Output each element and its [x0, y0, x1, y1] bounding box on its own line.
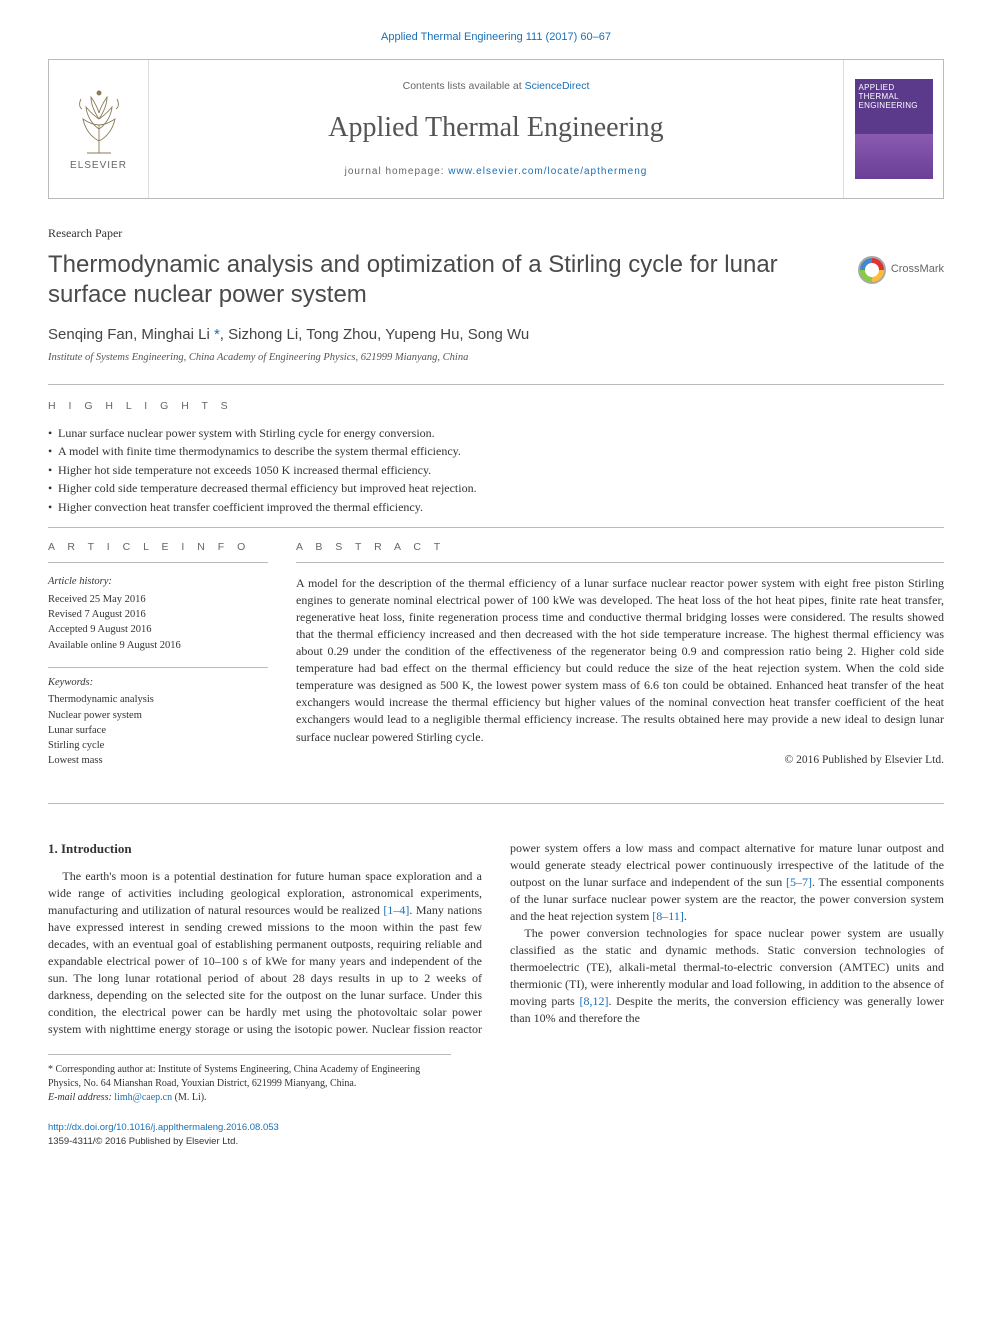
- article-type: Research Paper: [48, 225, 944, 242]
- keyword: Stirling cycle: [48, 738, 268, 753]
- abstract-copyright: © 2016 Published by Elsevier Ltd.: [296, 752, 944, 768]
- history-label: Article history:: [48, 575, 268, 590]
- authors-rest: , Sizhong Li, Tong Zhou, Yupeng Hu, Song…: [220, 326, 529, 343]
- section-title: 1. Introduction: [48, 840, 482, 858]
- masthead-center: Contents lists available at ScienceDirec…: [149, 60, 843, 198]
- sciencedirect-link[interactable]: ScienceDirect: [525, 80, 590, 92]
- publisher-label: ELSEVIER: [70, 159, 127, 173]
- history-received: Received 25 May 2016: [48, 592, 268, 607]
- reference-link[interactable]: [8,12]: [579, 994, 608, 1008]
- article-info-column: A R T I C L E I N F O Article history: R…: [48, 540, 268, 783]
- abstract-column: A B S T R A C T A model for the descript…: [296, 540, 944, 783]
- abstract-text: A model for the description of the therm…: [296, 575, 944, 745]
- affiliation: Institute of Systems Engineering, China …: [48, 351, 944, 366]
- body-text: .: [684, 909, 687, 923]
- contents-available-line: Contents lists available at ScienceDirec…: [403, 79, 590, 94]
- journal-homepage-line: journal homepage: www.elsevier.com/locat…: [345, 165, 648, 179]
- divider: [48, 527, 944, 528]
- page-footer: http://dx.doi.org/10.1016/j.applthermale…: [48, 1121, 944, 1148]
- highlight-item: Higher convection heat transfer coeffici…: [48, 498, 944, 517]
- email-line: E-mail address: limh@caep.cn (M. Li).: [48, 1091, 451, 1105]
- keywords-block: Keywords: Thermodynamic analysis Nuclear…: [48, 676, 268, 769]
- divider: [48, 803, 944, 804]
- divider: [48, 667, 268, 668]
- highlight-item: Higher cold side temperature decreased t…: [48, 479, 944, 498]
- reference-link[interactable]: [5–7]: [786, 875, 812, 889]
- article-info-label: A R T I C L E I N F O: [48, 540, 268, 564]
- article-title: Thermodynamic analysis and optimization …: [48, 250, 842, 310]
- crossmark-label: CrossMark: [891, 262, 944, 277]
- crossmark-icon: [858, 256, 886, 284]
- crossmark-badge[interactable]: CrossMark: [858, 256, 944, 284]
- doi-link[interactable]: http://dx.doi.org/10.1016/j.applthermale…: [48, 1122, 279, 1133]
- publisher-block[interactable]: ELSEVIER: [49, 60, 149, 198]
- journal-cover-block[interactable]: APPLIED THERMAL ENGINEERING: [843, 60, 943, 198]
- introduction-section: 1. Introduction The earth's moon is a po…: [48, 840, 944, 1039]
- history-online: Available online 9 August 2016: [48, 638, 268, 653]
- homepage-link[interactable]: www.elsevier.com/locate/apthermeng: [448, 166, 647, 177]
- highlight-item: Lunar surface nuclear power system with …: [48, 424, 944, 443]
- divider: [48, 384, 944, 385]
- keyword: Nuclear power system: [48, 708, 268, 723]
- keyword: Thermodynamic analysis: [48, 692, 268, 707]
- cover-title: APPLIED THERMAL ENGINEERING: [859, 84, 929, 110]
- article-history-block: Article history: Received 25 May 2016 Re…: [48, 575, 268, 653]
- email-suffix: (M. Li).: [172, 1092, 206, 1103]
- highlight-item: Higher hot side temperature not exceeds …: [48, 461, 944, 480]
- email-label: E-mail address:: [48, 1092, 114, 1103]
- keyword: Lowest mass: [48, 753, 268, 768]
- homepage-prefix: journal homepage:: [345, 166, 449, 177]
- journal-name: Applied Thermal Engineering: [328, 108, 663, 147]
- history-accepted: Accepted 9 August 2016: [48, 622, 268, 637]
- highlight-item: A model with finite time thermodynamics …: [48, 442, 944, 461]
- reference-link[interactable]: [1–4]: [383, 903, 409, 917]
- corresponding-author-note: * Corresponding author at: Institute of …: [48, 1063, 451, 1091]
- abstract-label: A B S T R A C T: [296, 540, 944, 564]
- highlights-label: H I G H L I G H T S: [48, 399, 944, 414]
- masthead: ELSEVIER Contents lists available at Sci…: [48, 59, 944, 199]
- reference-link[interactable]: [8–11]: [652, 909, 684, 923]
- journal-cover-thumbnail: APPLIED THERMAL ENGINEERING: [855, 79, 933, 179]
- authors-main: Senqing Fan, Minghai Li: [48, 326, 210, 343]
- contents-prefix: Contents lists available at: [403, 80, 525, 92]
- keyword: Lunar surface: [48, 723, 268, 738]
- header-citation[interactable]: Applied Thermal Engineering 111 (2017) 6…: [48, 30, 944, 45]
- footnotes: * Corresponding author at: Institute of …: [48, 1054, 451, 1105]
- history-revised: Revised 7 August 2016: [48, 607, 268, 622]
- authors-line: Senqing Fan, Minghai Li *, Sizhong Li, T…: [48, 324, 944, 345]
- email-link[interactable]: limh@caep.cn: [114, 1092, 172, 1103]
- highlights-section: Lunar surface nuclear power system with …: [48, 424, 944, 517]
- issn-copyright-line: 1359-4311/© 2016 Published by Elsevier L…: [48, 1135, 944, 1148]
- elsevier-tree-icon: [69, 85, 129, 155]
- keywords-label: Keywords:: [48, 676, 268, 691]
